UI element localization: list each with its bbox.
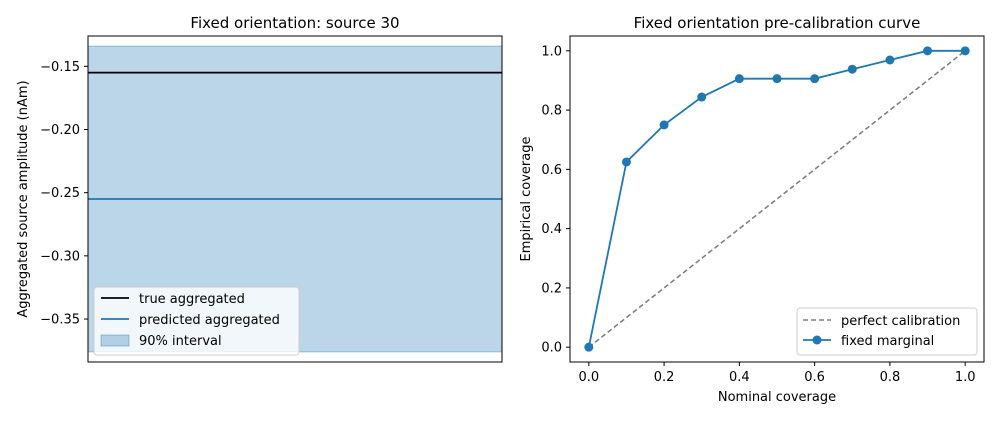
- right-y-tick-label: 0.6: [541, 163, 562, 178]
- point-fixed-marginal: [584, 342, 594, 352]
- right-y-tick-label: 0.0: [541, 341, 562, 356]
- right-x-tick-label: 0.2: [654, 370, 675, 385]
- legend-label-perfect-calibration: perfect calibration: [841, 314, 960, 329]
- right-chart: Fixed orientation pre-calibration curve …: [519, 14, 985, 405]
- left-plot-frame: [87, 35, 503, 363]
- left-chart-title: Fixed orientation: source 30: [190, 14, 399, 32]
- left-y-tick-label: −0.15: [40, 60, 80, 75]
- right-y-tick-label: 0.4: [541, 222, 562, 237]
- left-y-tick-label: −0.35: [40, 313, 80, 328]
- point-fixed-marginal: [697, 92, 707, 102]
- right-x-tick-label: 0.4: [729, 370, 750, 385]
- right-x-tick-label: 0.8: [880, 370, 901, 385]
- point-fixed-marginal: [772, 74, 782, 84]
- right-x-tick-label: 0.0: [578, 370, 599, 385]
- left-y-tick-label: −0.30: [40, 249, 80, 264]
- right-legend-frame: [796, 307, 978, 356]
- legend-label-fixed-marginal: fixed marginal: [841, 334, 934, 349]
- point-fixed-marginal: [847, 64, 857, 74]
- right-plot-frame: [569, 35, 985, 363]
- point-fixed-marginal: [960, 46, 970, 56]
- left-legend: true aggregated predicted aggregated 90%…: [93, 286, 300, 356]
- right-x-tick-label: 0.6: [804, 370, 825, 385]
- left-y-axis-label: Aggregated source amplitude (nAm): [16, 80, 31, 317]
- legend-label-predicted-aggregated: predicted aggregated: [139, 313, 280, 328]
- left-chart: Fixed orientation: source 30 −0.35 −0.30 −…: [16, 14, 503, 363]
- right-y-tick-label: 1.0: [541, 44, 562, 59]
- right-y-axis-label: Empirical coverage: [519, 137, 534, 262]
- left-y-tick-label: −0.20: [40, 123, 80, 138]
- point-fixed-marginal: [885, 55, 895, 65]
- point-fixed-marginal: [621, 157, 631, 167]
- right-y-tick-label: 0.8: [541, 104, 562, 119]
- legend-label-true-aggregated: true aggregated: [139, 292, 245, 307]
- legend-marker-fixed-marginal: [812, 335, 822, 345]
- right-chart-title: Fixed orientation pre-calibration curve: [634, 14, 921, 32]
- series-line-fixed-marginal: [587, 49, 966, 348]
- series-line-perfect-calibration: [588, 50, 966, 348]
- point-fixed-marginal: [659, 120, 669, 130]
- right-x-tick-label: 1.0: [955, 370, 976, 385]
- left-legend-frame: [93, 286, 300, 356]
- right-x-axis-label: Nominal coverage: [718, 390, 836, 405]
- point-fixed-marginal: [734, 74, 744, 84]
- point-fixed-marginal: [810, 74, 820, 84]
- right-legend: perfect calibration fixed marginal: [796, 307, 978, 356]
- legend-label-90-interval: 90% interval: [139, 334, 222, 349]
- left-y-tick-label: −0.25: [40, 186, 80, 201]
- right-y-tick-label: 0.2: [541, 281, 562, 296]
- point-fixed-marginal: [923, 46, 933, 56]
- legend-patch-90-interval: [100, 334, 130, 347]
